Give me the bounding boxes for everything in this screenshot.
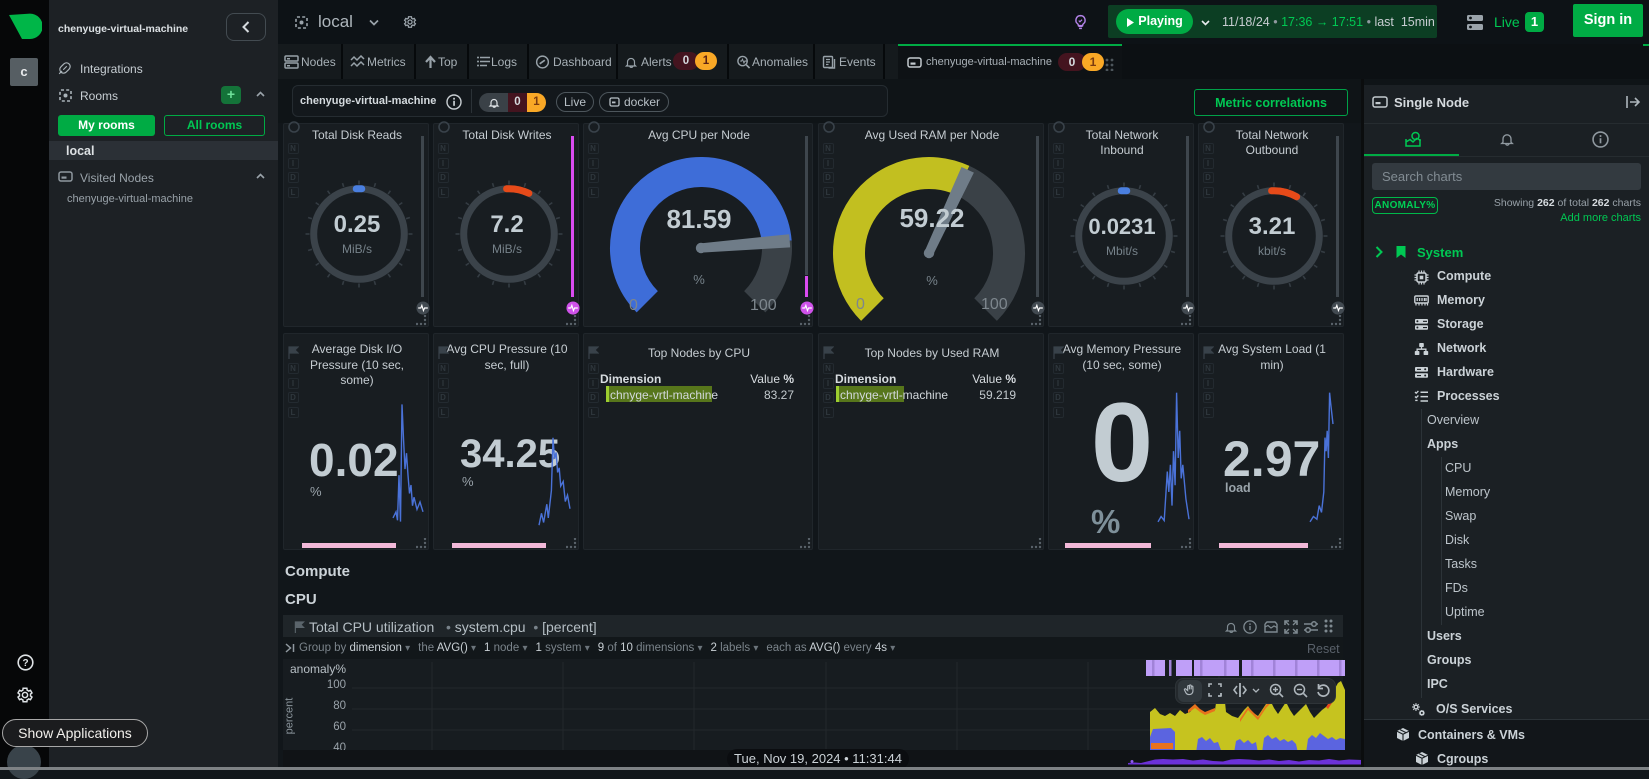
svg-text:?: ? — [22, 658, 28, 669]
